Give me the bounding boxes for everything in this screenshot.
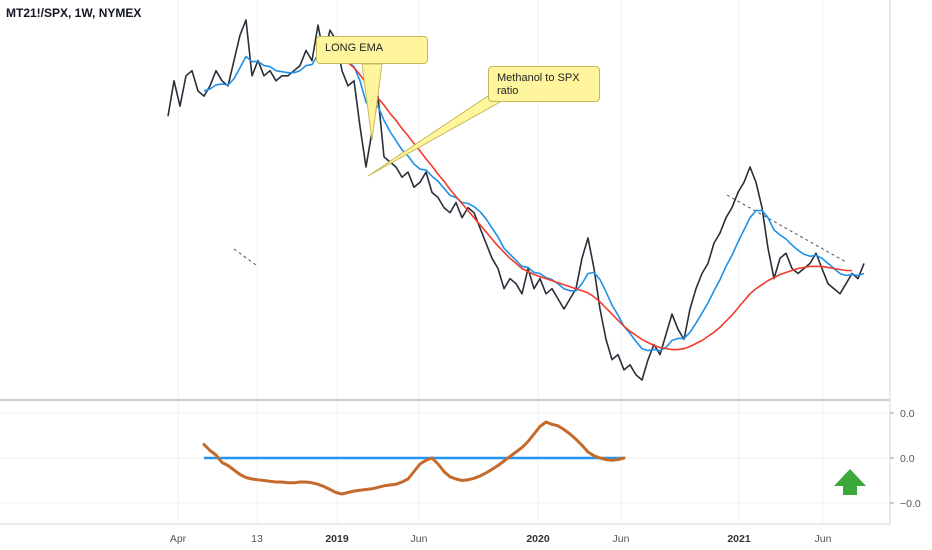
oscillator-pane-series xyxy=(202,420,626,496)
long-ema-callout-pointer xyxy=(361,63,383,141)
fast-ema-line[interactable] xyxy=(203,45,865,352)
ratio-callout-pointer xyxy=(367,95,502,177)
arrow-up-icon xyxy=(834,469,866,495)
oscillator-line[interactable] xyxy=(202,420,626,496)
x-tick-label: 2020 xyxy=(526,533,550,545)
x-tick-label: Jun xyxy=(613,533,630,545)
oscillator-price-axis: 0.0 0.0 −0.0 xyxy=(890,408,921,510)
y-tick-label: 0.0 xyxy=(900,453,915,465)
trend-line-dashed[interactable] xyxy=(726,194,847,263)
long-ema-callout[interactable]: LONG EMA xyxy=(316,36,428,64)
x-tick-label: 13 xyxy=(251,533,263,545)
trend-line-dashed-small[interactable] xyxy=(233,248,257,266)
grid-lines xyxy=(0,0,890,524)
symbol-title[interactable]: MT21!/SPX, 1W, NYMEX xyxy=(6,6,142,20)
x-tick-label: 2019 xyxy=(325,533,349,545)
x-tick-label: Apr xyxy=(170,533,187,545)
ratio-callout[interactable]: Methanol to SPX ratio xyxy=(488,66,600,102)
x-tick-label: 2021 xyxy=(727,533,751,545)
y-tick-label: 0.0 xyxy=(900,408,915,420)
time-axis: Apr 13 2019 Jun 2020 Jun 2021 Jun xyxy=(170,533,832,545)
x-tick-label: Jun xyxy=(815,533,832,545)
y-tick-label: −0.0 xyxy=(900,498,921,510)
x-tick-label: Jun xyxy=(411,533,428,545)
price-line[interactable] xyxy=(167,19,865,381)
